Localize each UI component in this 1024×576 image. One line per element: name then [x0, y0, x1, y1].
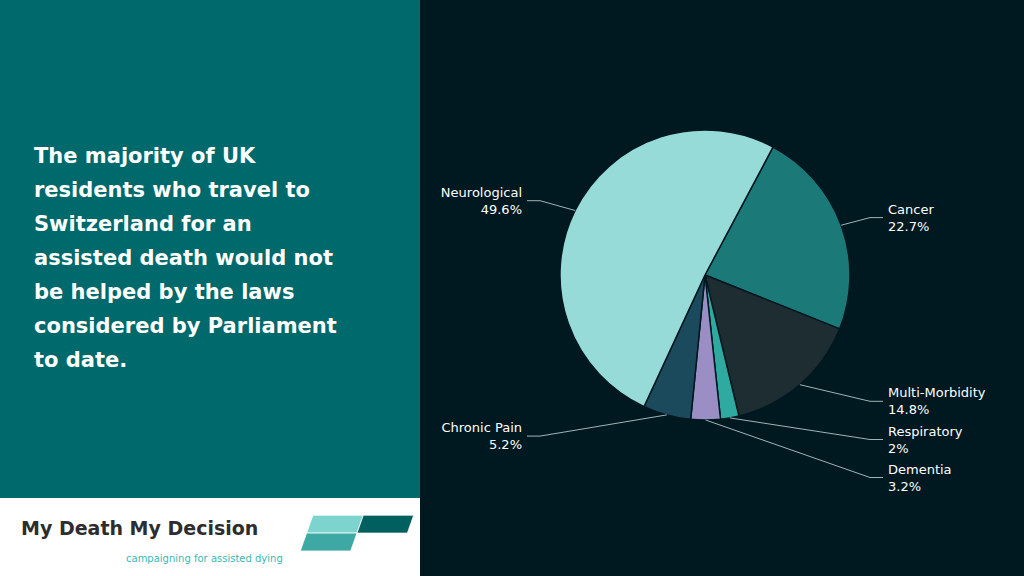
- leader-line: [527, 415, 667, 436]
- logo-piece: [357, 515, 414, 533]
- leader-line: [527, 201, 575, 211]
- data-label: Respiratory2%: [888, 423, 963, 455]
- data-label: Dementia3.2%: [888, 461, 952, 493]
- logo-text: My Death My Decision: [21, 517, 258, 539]
- leader-line: [706, 420, 883, 478]
- logo-subtext: campaigning for assisted dying: [126, 553, 283, 564]
- quote: The majority of UKresidents who travel t…: [34, 144, 337, 372]
- data-label: Cancer22.7%: [888, 201, 934, 233]
- data-labels: Cancer22.7% Multi-Morbidity14.8% Respirato…: [441, 184, 986, 493]
- background: [0, 0, 1024, 576]
- data-label: Multi-Morbidity14.8%: [888, 385, 986, 417]
- logo-piece: [300, 533, 357, 551]
- data-label: Chronic Pain5.2%: [441, 420, 522, 452]
- pie: [560, 130, 850, 420]
- leader-line: [841, 218, 883, 226]
- leader-line: [800, 385, 883, 402]
- logo-icon: [300, 515, 413, 551]
- logo-panel: [0, 498, 420, 576]
- chart: The majority of UKresidents who travel t…: [0, 0, 1024, 576]
- pie-slice: [560, 130, 773, 407]
- data-label: Neurological49.6%: [441, 184, 522, 216]
- quote-panel: [0, 0, 420, 498]
- logo-piece: [307, 515, 364, 533]
